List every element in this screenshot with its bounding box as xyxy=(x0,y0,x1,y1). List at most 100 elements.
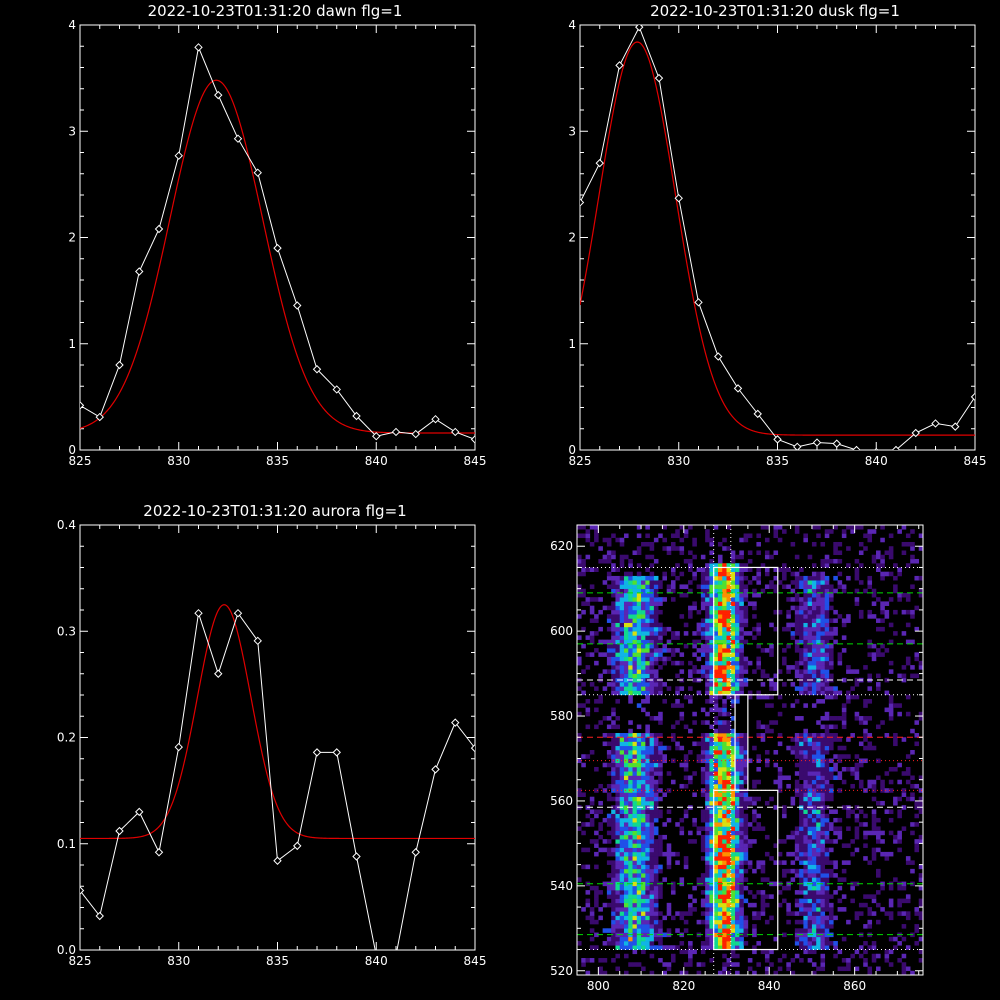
heatmap-cell xyxy=(658,626,663,632)
heatmap-cell xyxy=(918,800,924,806)
heatmap-cell xyxy=(602,847,608,853)
heatmap-cell xyxy=(803,809,808,814)
heatmap-cell xyxy=(632,656,638,662)
heatmap-cell xyxy=(713,932,719,938)
heatmap-cell xyxy=(730,652,736,657)
heatmap-cell xyxy=(619,733,625,738)
heatmap-cell xyxy=(824,792,830,797)
heatmap-cell xyxy=(799,741,804,747)
heatmap-cell xyxy=(623,605,629,611)
heatmap-cell xyxy=(700,962,706,967)
heatmap-cell xyxy=(739,609,744,615)
heatmap-cell xyxy=(803,941,808,946)
heatmap-cell xyxy=(782,571,787,577)
heatmap-cell xyxy=(773,588,779,594)
heatmap-cell xyxy=(811,860,817,865)
dusk-x-tick-label: 825 xyxy=(569,454,592,468)
heatmap-cell xyxy=(752,945,757,950)
heatmap-cell xyxy=(619,851,625,857)
heatmap-cell xyxy=(820,817,826,823)
heatmap-cell xyxy=(803,907,808,912)
heatmap-cell xyxy=(688,907,693,912)
heatmap-cell xyxy=(735,648,740,653)
heatmap-cell xyxy=(717,894,723,899)
heatmap-cell xyxy=(700,597,706,602)
heatmap-cell xyxy=(722,907,727,912)
heatmap-cell xyxy=(730,601,736,606)
heatmap-cell xyxy=(854,805,860,810)
heatmap-cell xyxy=(713,766,719,772)
heatmap-cell xyxy=(854,588,860,594)
heatmap-cell xyxy=(645,690,650,696)
heatmap-cell xyxy=(589,652,595,657)
dawn-data-point xyxy=(214,90,223,100)
heatmap-cell xyxy=(850,733,855,738)
heatmap-cell xyxy=(807,822,813,827)
heatmap-cell xyxy=(722,728,727,734)
heatmap-cell xyxy=(577,711,582,717)
heatmap-cell xyxy=(824,737,830,742)
heatmap-cell xyxy=(782,805,787,810)
heatmap-cell xyxy=(846,614,851,619)
heatmap-cell xyxy=(910,554,915,560)
heatmap-cell xyxy=(696,648,702,653)
heatmap-cell xyxy=(735,775,740,781)
heatmap-cell xyxy=(876,673,881,679)
heatmap-cell xyxy=(632,881,638,887)
heatmap-cell xyxy=(585,970,591,976)
heatmap-cell xyxy=(807,860,813,865)
heatmap-cell xyxy=(611,563,616,568)
heatmap-cell xyxy=(709,669,714,674)
heatmap-cell xyxy=(807,762,813,768)
heatmap-cell xyxy=(739,856,744,861)
heatmap-cell xyxy=(739,924,744,929)
heatmap-cell xyxy=(577,533,582,539)
heatmap-cell xyxy=(696,631,702,636)
heatmap-cell xyxy=(619,817,625,823)
heatmap-cell xyxy=(803,618,808,623)
heatmap-cell xyxy=(888,915,894,921)
heatmap-cell xyxy=(799,690,804,696)
heatmap-cell xyxy=(628,699,633,704)
heatmap-cell xyxy=(735,733,740,738)
heatmap-cell xyxy=(794,826,800,831)
heatmap-cell xyxy=(606,839,612,844)
heatmap-cell xyxy=(829,597,834,602)
heatmap-cell xyxy=(598,826,603,831)
heatmap-cell xyxy=(615,652,621,657)
heatmap-cell xyxy=(829,631,834,636)
heatmap-cell xyxy=(820,941,826,946)
heatmap-cell xyxy=(606,541,612,547)
heatmap-cell xyxy=(820,597,826,602)
heatmap-cell xyxy=(735,970,740,976)
heatmap-cell xyxy=(777,711,783,717)
heatmap-cell xyxy=(807,618,813,623)
heatmap-cell xyxy=(816,779,821,785)
heatmap-cell xyxy=(876,847,881,853)
heatmap-cell xyxy=(735,567,740,572)
heatmap-cell xyxy=(619,592,625,598)
heatmap-cell xyxy=(653,750,659,755)
heatmap-cell xyxy=(653,839,659,844)
heatmap-cell xyxy=(837,660,843,666)
heatmap-cell xyxy=(658,839,663,844)
heatmap-cell xyxy=(820,788,826,793)
heatmap-cell xyxy=(820,856,826,861)
heatmap-cell xyxy=(743,592,749,598)
heatmap-cell xyxy=(730,639,736,645)
heatmap-cell xyxy=(623,877,629,882)
heatmap-cell xyxy=(641,741,646,747)
heatmap-cell xyxy=(709,766,714,772)
heatmap-cell xyxy=(628,792,633,797)
heatmap-cell xyxy=(641,890,646,895)
heatmap-cell xyxy=(649,868,655,874)
heatmap-cell xyxy=(735,919,740,925)
heatmap-cell xyxy=(632,783,638,789)
heatmap-cell xyxy=(623,643,629,649)
heatmap-cell xyxy=(777,766,783,772)
heatmap-cell xyxy=(692,631,697,636)
heatmap-cell xyxy=(619,809,625,814)
heatmap-cell xyxy=(615,792,621,797)
heatmap-cell xyxy=(658,868,663,874)
